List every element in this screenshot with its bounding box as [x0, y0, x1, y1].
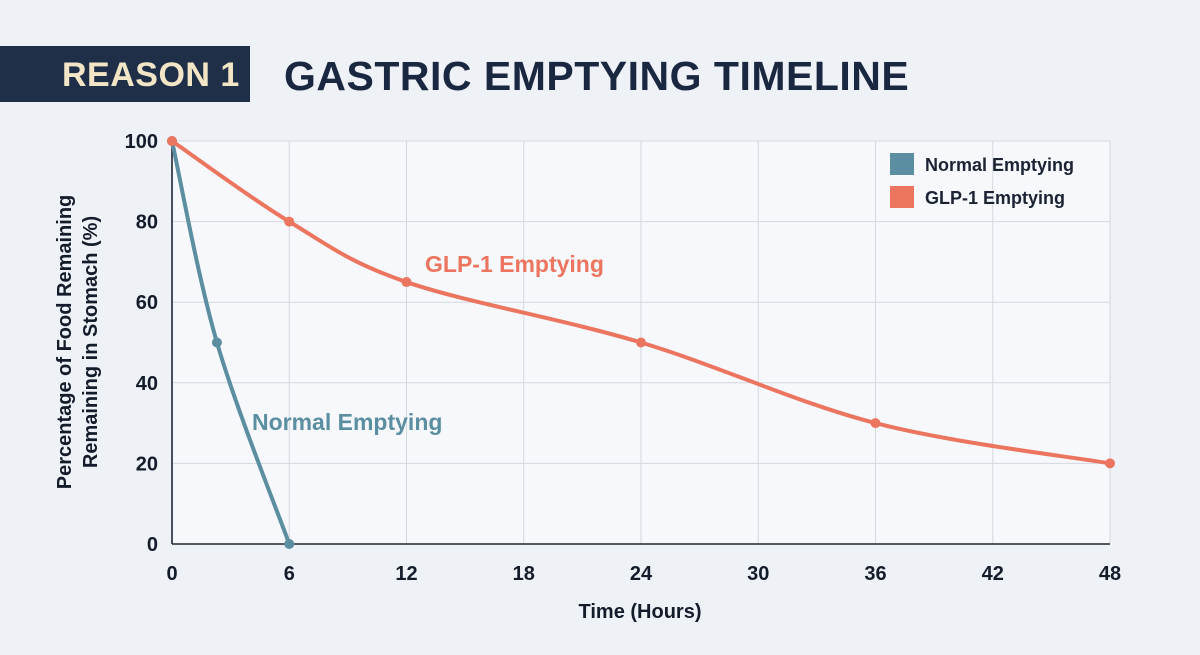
annotation-normal: Normal Emptying	[252, 409, 442, 435]
data-point-glp1-0	[167, 136, 177, 146]
data-point-normal-1	[211, 337, 222, 348]
y-tick-label: 40	[136, 373, 158, 395]
x-tick-label: 48	[1099, 563, 1121, 585]
data-point-glp1-4	[870, 418, 881, 429]
x-tick-label: 36	[864, 563, 886, 585]
data-point-glp1-2	[401, 277, 412, 288]
x-tick-label: 42	[982, 563, 1004, 585]
x-tick-label: 18	[513, 563, 535, 585]
x-tick-label: 30	[747, 563, 769, 585]
x-tick-label: 24	[630, 563, 653, 585]
tick-labels: 0 6 12 18 24 30 36 42 48 0 20 40 60 80 100	[125, 131, 1122, 585]
data-point-glp1-3	[636, 337, 646, 348]
page-title: GASTRIC EMPTYING TIMELINE	[284, 53, 910, 99]
reason-badge-label: REASON 1	[62, 56, 240, 94]
data-point-normal-2	[284, 539, 295, 549]
y-tick-label: 20	[136, 453, 158, 475]
y-tick-label: 100	[125, 131, 158, 153]
legend-swatch-normal	[890, 153, 914, 175]
data-point-glp1-5	[1105, 458, 1115, 469]
y-tick-label: 80	[136, 212, 158, 234]
axes	[171, 141, 1110, 545]
legend-swatch-glp1	[890, 186, 914, 208]
x-axis-title: Time (Hours)	[579, 601, 702, 623]
legend: Normal Emptying GLP-1 Emptying	[890, 153, 1074, 208]
grid	[171, 140, 1111, 545]
y-axis-title-line-2: Remaining in Stomach (%)	[80, 216, 102, 468]
data-point-glp1-1	[284, 216, 295, 227]
y-axis-title-line-1: Percentage of Food Remaining	[54, 195, 76, 489]
x-tick-label: 12	[395, 563, 417, 585]
y-tick-label: 0	[147, 534, 158, 556]
x-tick-label: 6	[284, 563, 295, 585]
x-tick-label: 0	[166, 563, 177, 585]
y-tick-label: 60	[136, 292, 158, 314]
legend-label-glp1: GLP-1 Emptying	[925, 188, 1065, 208]
legend-label-normal: Normal Emptying	[925, 155, 1074, 175]
reason-badge	[0, 46, 250, 102]
series-points	[167, 136, 1115, 549]
annotation-glp1: GLP-1 Emptying	[425, 251, 604, 277]
